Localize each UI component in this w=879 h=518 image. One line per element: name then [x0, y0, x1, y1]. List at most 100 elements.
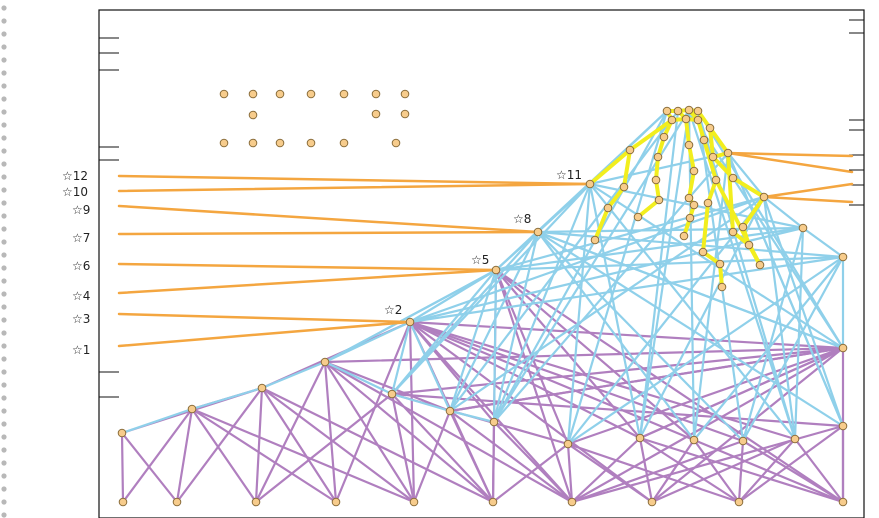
purple-edge — [390, 392, 495, 504]
left-label-4: ☆4 — [72, 289, 90, 303]
node — [685, 213, 695, 223]
node — [755, 260, 765, 270]
binding-ring — [1, 252, 7, 258]
purple-edge — [650, 437, 797, 504]
binding-ring — [1, 122, 7, 128]
purple-edge — [692, 438, 741, 504]
node — [633, 212, 643, 222]
node — [117, 428, 127, 438]
purple-edge — [190, 407, 338, 504]
yellow-edge — [636, 198, 661, 219]
binding-ring — [1, 473, 7, 479]
yellow-edge — [588, 148, 632, 186]
binding-ring — [1, 5, 7, 11]
binding-ring — [1, 395, 7, 401]
yellow-edge — [593, 206, 610, 242]
blue-edge — [692, 255, 845, 442]
binding-ring — [1, 187, 7, 193]
purple-edge — [334, 320, 412, 504]
binding-ring — [1, 499, 7, 505]
blue-edge — [566, 109, 669, 446]
node — [306, 89, 316, 99]
purple-edge — [121, 407, 194, 504]
node — [619, 182, 629, 192]
node — [489, 417, 499, 427]
left-label-7: ☆7 — [72, 231, 90, 245]
node — [838, 252, 848, 262]
blue-edge — [588, 182, 797, 441]
binding-ring — [1, 408, 7, 414]
node — [738, 436, 748, 446]
frame-tick-marks — [99, 19, 864, 398]
node — [679, 231, 689, 241]
binding-ring — [1, 447, 7, 453]
blue-edge — [566, 182, 592, 446]
node — [391, 138, 401, 148]
purple-edge — [260, 386, 416, 504]
node — [118, 497, 128, 507]
node — [681, 114, 691, 124]
spiral-binding — [1, 5, 7, 518]
blue-edge — [448, 109, 680, 413]
node — [667, 115, 677, 125]
binding-ring — [1, 226, 7, 232]
node — [491, 265, 501, 275]
node — [409, 497, 419, 507]
blue-edge — [492, 230, 540, 424]
node — [590, 235, 600, 245]
binding-ring — [1, 382, 7, 388]
node-label-8: ☆8 — [513, 212, 531, 226]
blue-edge — [448, 409, 496, 424]
purple-edge — [323, 360, 416, 504]
purple-edge — [323, 360, 574, 504]
blue-edge — [536, 230, 845, 428]
blue-edge — [638, 108, 691, 440]
binding-ring — [1, 57, 7, 63]
node — [693, 106, 703, 116]
node — [187, 404, 197, 414]
node — [673, 106, 683, 116]
binding-ring — [1, 304, 7, 310]
purple-edge — [175, 386, 264, 504]
node — [219, 138, 229, 148]
node — [306, 138, 316, 148]
yellow-edge — [684, 117, 691, 147]
binding-ring — [1, 434, 7, 440]
node — [698, 247, 708, 257]
blue-edge — [260, 360, 327, 390]
yellow-edge — [708, 126, 715, 159]
binding-ring — [1, 44, 7, 50]
node — [653, 152, 663, 162]
nodes — [117, 89, 848, 507]
blue-edge — [120, 407, 194, 435]
node — [567, 497, 577, 507]
blue-edge — [692, 151, 730, 442]
purple-edge — [570, 436, 642, 504]
node — [400, 89, 410, 99]
purple-edge — [390, 392, 416, 504]
blue-edge — [190, 386, 264, 411]
purple-edge — [638, 436, 845, 504]
node — [689, 200, 699, 210]
blue-edge — [741, 226, 805, 443]
node — [488, 497, 498, 507]
binding-ring — [1, 31, 7, 37]
blue-edge — [762, 195, 797, 441]
purple-edge — [254, 360, 327, 504]
binding-ring — [1, 265, 7, 271]
node — [387, 389, 397, 399]
node — [699, 135, 709, 145]
node — [635, 433, 645, 443]
node — [563, 439, 573, 449]
node — [625, 145, 635, 155]
blue-edge — [494, 226, 805, 272]
purple-edge — [408, 320, 745, 443]
orange-edge — [117, 204, 540, 234]
binding-ring — [1, 148, 7, 154]
node — [744, 240, 754, 250]
node — [647, 497, 657, 507]
purple-edge — [408, 320, 654, 504]
yellow-edge — [741, 195, 766, 229]
purple-edge — [190, 407, 416, 504]
left-label-10: ☆10 — [62, 185, 88, 199]
